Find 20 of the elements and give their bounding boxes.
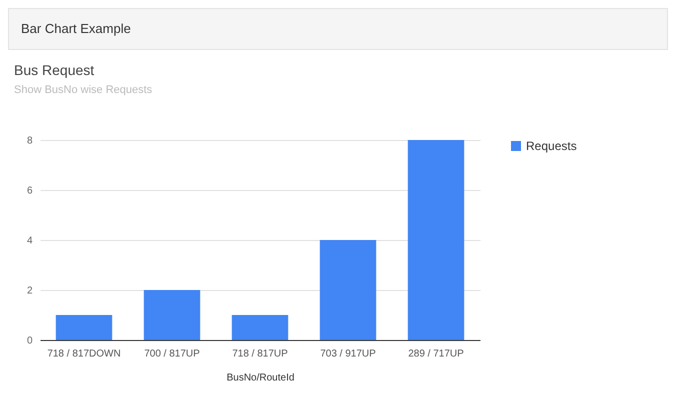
text: Bar Chart Example [8,8,668,50]
bar [408,140,464,340]
y-tick-label: 6 [26,186,33,196]
x-tick-label: 718 / 817DOWN [47,348,121,360]
y-tick-label: 8 [26,136,33,146]
bar [144,290,200,340]
x-tick-label: 703 / 917UP [320,348,376,360]
x-axis-title: BusNo/RouteId [226,372,294,384]
x-tick-label: 718 / 817UP [232,348,288,360]
y-tick-label: 0 [26,336,33,346]
chart-title: Bus Request [14,62,94,78]
bar [320,240,376,340]
y-tick-label: 4 [26,236,33,246]
x-tick-label: 289 / 717UP [408,348,464,360]
x-tick-label: 700 / 817UP [144,348,200,360]
bar [56,315,112,340]
y-tick-label: 2 [26,286,33,296]
bar [232,315,288,340]
legend-label: Requests [526,139,577,153]
chart-subtitle: Show BusNo wise Requests [14,84,153,96]
